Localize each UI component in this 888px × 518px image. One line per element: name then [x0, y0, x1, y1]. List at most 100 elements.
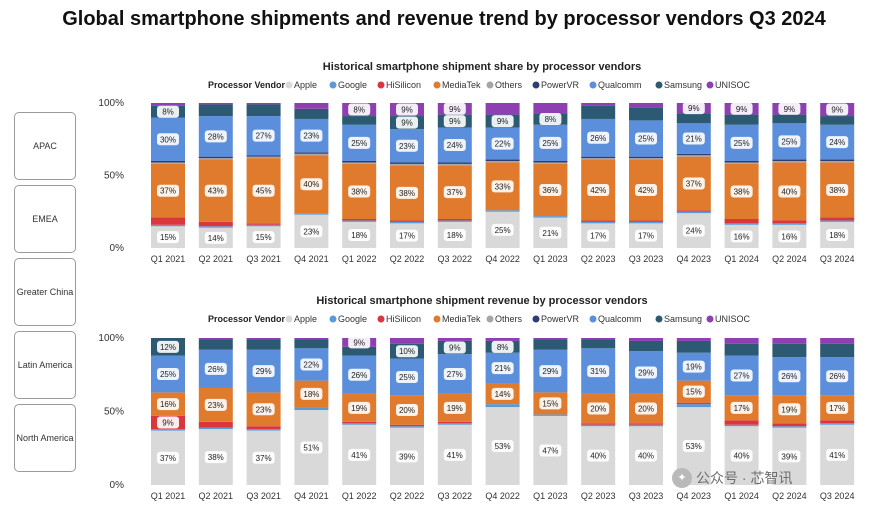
data-label: 25%: [638, 135, 654, 144]
data-label: 21%: [542, 229, 558, 238]
data-label: 9%: [449, 105, 461, 114]
data-label: 27%: [447, 370, 463, 379]
bar-segment-google: [724, 223, 759, 225]
data-label-bg: [157, 416, 179, 429]
bar-segment-powervr: [294, 152, 329, 154]
bar-segment-hisilicon: [581, 220, 616, 222]
data-label: 16%: [781, 232, 797, 241]
bar-segment-others: [772, 161, 807, 163]
data-label: 22%: [495, 140, 511, 149]
x-tick-label: Q3 2023: [629, 491, 664, 501]
watermark-text: 公众号 · 芯智讯: [696, 470, 793, 486]
legend-title: Processor Vendor: [208, 314, 286, 324]
data-label: 51%: [303, 444, 319, 453]
bar-segment-google: [151, 429, 185, 431]
bar-segment-google: [246, 429, 281, 431]
data-label-bg: [252, 403, 275, 416]
data-label-bg: [396, 229, 418, 242]
bar-segment-unisoc: [676, 338, 711, 341]
wechat-icon: ✦: [672, 468, 692, 488]
region-label: APAC: [33, 140, 57, 151]
region-greater-china-button[interactable]: Greater China: [14, 258, 76, 326]
data-label: 53%: [686, 442, 702, 451]
data-label-bg: [348, 228, 371, 241]
bar-segment-powervr: [676, 153, 711, 156]
data-label-bg: [300, 178, 323, 191]
data-label: 24%: [686, 227, 702, 236]
data-label-bg: [730, 136, 753, 149]
data-label: 9%: [449, 117, 461, 126]
data-label: 14%: [208, 234, 224, 243]
bar-segment-hisilicon: [676, 210, 711, 212]
data-label: 9%: [497, 117, 509, 126]
region-apac-button[interactable]: APAC: [14, 112, 76, 180]
bar-segment-google: [533, 216, 568, 218]
region-north-america-button[interactable]: North America: [14, 404, 76, 472]
data-label: 21%: [686, 135, 702, 144]
data-label-bg: [204, 231, 227, 244]
data-label: 38%: [399, 189, 415, 198]
bar-segment-unisoc: [724, 338, 759, 344]
bar-segment-google: [294, 213, 329, 215]
region-emea-button[interactable]: EMEA: [14, 185, 76, 253]
data-label-bg: [204, 362, 227, 375]
data-label: 23%: [256, 405, 272, 414]
legend-swatch-apple: [285, 315, 293, 323]
data-label: 18%: [829, 231, 845, 240]
bar-segment-others: [151, 162, 185, 164]
bar-segment-unisoc: [485, 338, 520, 341]
bar-segment-google: [820, 423, 855, 425]
data-label: 9%: [736, 105, 748, 114]
bar-segment-hisilicon: [437, 219, 472, 221]
bar-segment-google: [676, 404, 711, 408]
x-tick-label: Q2 2023: [581, 254, 616, 264]
bar-segment-hisilicon: [676, 402, 711, 405]
bar-segment-samsung: [342, 116, 377, 125]
data-label: 8%: [353, 106, 365, 115]
x-tick-label: Q3 2022: [438, 491, 473, 501]
bar-segment-hisilicon: [724, 420, 759, 425]
bar-segment-hisilicon: [629, 220, 663, 222]
bar-segment-powervr: [198, 156, 233, 159]
x-tick-label: Q1 2022: [342, 254, 377, 264]
data-label: 23%: [399, 142, 415, 151]
legend-swatch-qualcomm: [589, 315, 597, 323]
data-label: 25%: [734, 139, 750, 148]
data-label-bg: [491, 340, 514, 353]
bar-segment-powervr: [724, 161, 759, 163]
data-label: 20%: [638, 405, 654, 414]
data-label-bg: [348, 448, 371, 461]
data-label-bg: [778, 102, 801, 115]
data-label: 9%: [401, 119, 413, 128]
x-tick-label: Q4 2021: [294, 491, 329, 501]
data-label: 24%: [829, 138, 845, 147]
bar-segment-unisoc: [246, 338, 281, 340]
bar-segment-hisilicon: [198, 221, 233, 227]
data-label-bg: [443, 102, 466, 115]
region-latin-america-button[interactable]: Latin America: [14, 331, 76, 399]
data-label-bg: [396, 370, 418, 383]
legend-swatch-powervr: [532, 315, 540, 323]
data-label: 15%: [686, 388, 702, 397]
bar-segment-others: [581, 158, 616, 160]
bar-segment-hisilicon: [629, 423, 663, 425]
legend-swatch-unisoc: [706, 81, 714, 89]
data-label: 16%: [734, 232, 750, 241]
data-label-bg: [204, 184, 227, 197]
data-label: 14%: [495, 390, 511, 399]
bar-segment-powervr: [772, 159, 807, 161]
bar-segment-others: [437, 163, 472, 166]
data-label: 25%: [542, 139, 558, 148]
x-tick-label: Q1 2024: [724, 491, 759, 501]
bar-segment-google: [151, 224, 185, 227]
bar-segment-others: [485, 161, 520, 163]
bar-segment-others: [533, 162, 568, 164]
data-label-bg: [252, 451, 275, 464]
legend-swatch-others: [486, 315, 494, 323]
data-label-bg: [157, 105, 179, 118]
legend-swatch-mediatek: [433, 81, 441, 89]
bar-segment-hisilicon: [390, 220, 424, 222]
data-label-bg: [826, 136, 849, 149]
data-label-bg: [730, 230, 753, 243]
data-label-bg: [443, 341, 466, 354]
